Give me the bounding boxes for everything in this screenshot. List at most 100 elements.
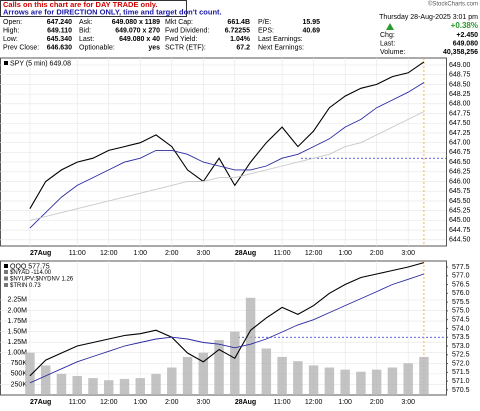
volume-bar [245,297,256,395]
quote-label: Prev Close: [3,44,39,51]
quote-label: High: [3,27,19,34]
y-tick-label: 645.75 [449,188,471,195]
quote-value: 6.72255 [225,27,250,34]
price-line [29,82,425,229]
y2-tick-label: 575.5 [452,299,470,306]
legend-entry: $NYUPV:$NYDNV 1.26 [10,277,74,283]
x-tick-label: 2:00 [165,250,179,257]
volume-bar [72,375,82,395]
note-box [0,0,187,17]
quote-label: Bid: [79,27,91,34]
volume-bar [403,363,413,395]
x-tick-label: 2:00 [370,399,384,406]
y-tick-label: 1.50M [8,328,28,335]
x-tick-label: 28Aug [235,250,256,257]
up-arrow [386,23,394,30]
quote-label: Volume: [380,49,405,56]
price-line [29,61,425,209]
y-tick-label: 2.25M [8,297,28,304]
x-tick-label: 11:00 [274,250,291,257]
legend-entry: $TRIN 0.73 [10,283,41,289]
legend-swatch [4,283,8,287]
quote-date: Thursday 28-Aug-2025 3:01 pm [379,14,478,21]
quote-label: Last Earnings: [258,36,303,43]
y-tick-label: 648.75 [449,72,471,79]
volume-bar [308,365,319,395]
volume-bar [371,369,382,395]
quote-value: 649.080 [453,40,478,47]
quote-value: 649.080 x 1189 [112,19,160,26]
x-tick-label: 1:00 [133,250,147,257]
legend-swatch [4,264,8,268]
volume-bar [387,367,398,395]
volume-bar [104,380,114,395]
volume-bar [261,348,272,395]
y-tick-label: 645.00 [449,217,471,224]
y-tick-label: 647.75 [449,110,471,117]
y2-tick-label: 573.5 [452,334,470,341]
y2-tick-label: 574.5 [452,317,470,324]
volume-bar [277,356,287,395]
volume-bar [56,373,67,395]
y-tick-label: 250K [11,381,28,388]
x-tick-label: 3:00 [196,399,210,406]
y-tick-label: 644.50 [449,237,471,244]
volume-bar [167,367,177,395]
y2-tick-label: 571.0 [452,378,470,385]
y-tick-label: 1.25M [8,339,28,346]
volume-bar [198,352,209,395]
x-tick-label: 1:00 [338,250,352,257]
legend-entry: SPY (5 min) 649.08 [10,60,71,67]
y2-tick-label: 577.5 [452,264,470,271]
quote-value: 649.080 x 40 [119,36,160,43]
y-tick-label: 648.25 [449,91,471,98]
volume-bar [419,356,429,395]
y-tick-label: 646.50 [449,159,471,166]
x-tick-label: 12:00 [100,250,118,257]
quote-label: Last: [380,40,395,47]
quote-value: 649.070 x 270 [115,27,160,34]
x-tick-label: 27Aug [30,399,51,406]
quote-value: 40.69 [302,27,320,34]
quote-value: 67.2 [236,44,250,51]
volume-bar [40,365,51,395]
quote-label: Open: [3,19,22,26]
change-pct: +0.38% [451,21,478,30]
volume-bar [356,371,366,395]
quote-label: EPS: [258,27,274,34]
y-tick-label: 1.00M [8,350,28,357]
y2-tick-label: 572.0 [452,360,470,367]
y-tick-label: 647.00 [449,140,471,147]
panel [0,57,447,247]
volume-bar [151,373,161,395]
y-tick-label: 647.50 [449,120,471,127]
quote-label: Low: [3,36,18,43]
quote-label: Optionable: [79,44,115,51]
quote-label: Fwd Dividend: [165,27,209,34]
volume-bar [293,361,303,395]
quote-value: +2.450 [456,32,478,39]
quote-value: 15.95 [302,19,320,26]
price-line [29,262,425,377]
quote-label: SCTR (ETF): [165,44,206,51]
quote-value: 1.04% [230,36,251,43]
y-tick-label: 645.25 [449,207,471,214]
y-tick-label: 645.50 [449,198,471,205]
x-tick-label: 3:00 [401,250,415,257]
y2-tick-label: 574.0 [452,325,470,332]
quote-value: 649.110 [47,27,72,34]
legend-swatch [4,276,8,281]
quote-value: 40,358,256 [443,49,478,56]
y2-tick-label: 576.0 [452,290,470,297]
x-tick-label: 11:00 [69,399,86,406]
quote-value: 661.4B [227,19,250,26]
y-tick-label: 750K [11,360,28,367]
x-tick-label: 11:00 [274,399,291,406]
x-tick-label: 1:00 [338,399,352,406]
quote-value: 645.340 [47,36,72,43]
y2-tick-label: 573.0 [452,343,470,350]
y2-tick-label: 570.5 [452,387,470,394]
y-tick-label: 646.00 [449,178,471,185]
quote-label: Fwd Yield: [165,36,197,43]
